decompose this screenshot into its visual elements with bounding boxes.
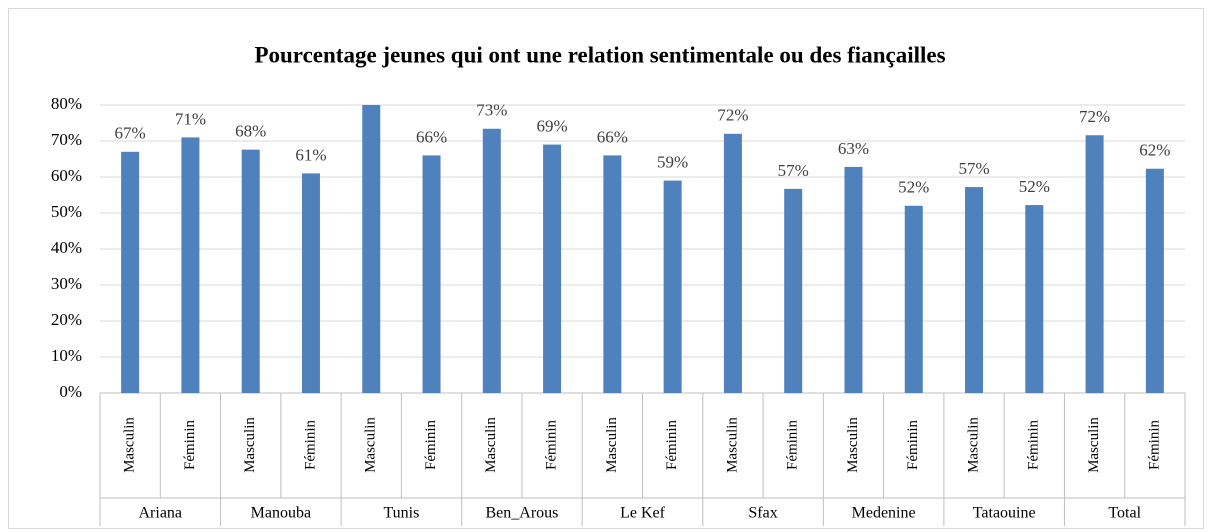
bar: [1025, 205, 1044, 393]
group-label: Tunis: [383, 505, 419, 522]
x-tick-label: Féminin: [423, 420, 439, 471]
bar: [603, 155, 622, 393]
bar: [844, 166, 863, 393]
group-label: Le Kef: [620, 505, 666, 522]
x-tick-label: Masculin: [1086, 417, 1102, 473]
x-tick-label: Masculin: [604, 417, 620, 473]
bar: [784, 188, 803, 393]
x-tick-label: Masculin: [724, 417, 740, 473]
chart-title: Pourcentage jeunes qui ont une relation …: [254, 42, 945, 67]
bar: [543, 144, 562, 393]
bar: [1145, 168, 1164, 393]
x-tick-label: Féminin: [1146, 420, 1162, 471]
bar: [362, 105, 381, 393]
group-label: Sfax: [748, 505, 777, 522]
bar: [1085, 135, 1104, 394]
value-label: 73%: [476, 101, 507, 120]
value-label: 67%: [115, 124, 146, 143]
x-tick-label: Féminin: [182, 420, 198, 471]
y-tick-label: 10%: [51, 346, 82, 365]
y-tick-label: 30%: [51, 274, 82, 293]
value-label: 57%: [778, 161, 809, 180]
group-label: Ben_Arous: [485, 505, 558, 522]
y-tick-label: 20%: [51, 310, 82, 329]
value-label: 71%: [175, 109, 206, 128]
value-label: 68%: [235, 122, 266, 141]
bar: [904, 205, 923, 393]
value-label: 62%: [1139, 141, 1170, 160]
value-label: 63%: [838, 139, 869, 158]
value-label: 61%: [295, 145, 326, 164]
x-tick-label: Féminin: [544, 420, 560, 471]
group-label: Ariana: [139, 505, 183, 522]
x-tick-label: Féminin: [664, 420, 680, 471]
bar: [663, 180, 682, 393]
x-tick-label: Féminin: [302, 420, 318, 471]
y-tick-label: 0%: [59, 382, 82, 401]
x-tick-label: Féminin: [1026, 420, 1042, 471]
bar: [723, 133, 742, 394]
x-tick-label: Masculin: [965, 417, 981, 473]
group-label: Manouba: [251, 505, 311, 522]
value-label: 66%: [416, 127, 447, 146]
group-label: Medenine: [852, 505, 916, 522]
value-label: 59%: [657, 153, 688, 172]
x-tick-label: Masculin: [483, 417, 499, 473]
y-tick-label: 50%: [51, 202, 82, 221]
bar: [241, 149, 260, 393]
bar: [301, 173, 320, 393]
x-tick-label: Masculin: [242, 417, 258, 473]
x-tick-label: Féminin: [905, 420, 921, 471]
y-tick-label: 40%: [51, 238, 82, 257]
x-tick-label: Masculin: [122, 417, 138, 473]
value-label: 72%: [717, 106, 748, 125]
bar: [422, 155, 441, 393]
value-label: 69%: [536, 117, 567, 136]
group-label: Total: [1108, 505, 1141, 522]
bar: [121, 151, 140, 393]
y-tick-label: 60%: [51, 166, 82, 185]
value-label: 52%: [898, 178, 929, 197]
y-tick-label: 80%: [51, 94, 82, 113]
value-label: 57%: [958, 159, 989, 178]
group-label: Tataouine: [973, 505, 1036, 522]
y-tick-label: 70%: [51, 130, 82, 149]
bar: [965, 187, 984, 393]
value-label: 52%: [1019, 177, 1050, 196]
x-tick-label: Féminin: [785, 420, 801, 471]
bar: [181, 137, 200, 393]
x-tick-label: Masculin: [363, 417, 379, 473]
bar: [482, 128, 501, 393]
x-tick-label: Masculin: [845, 417, 861, 473]
value-label: 72%: [1079, 107, 1110, 126]
value-label: 66%: [597, 127, 628, 146]
